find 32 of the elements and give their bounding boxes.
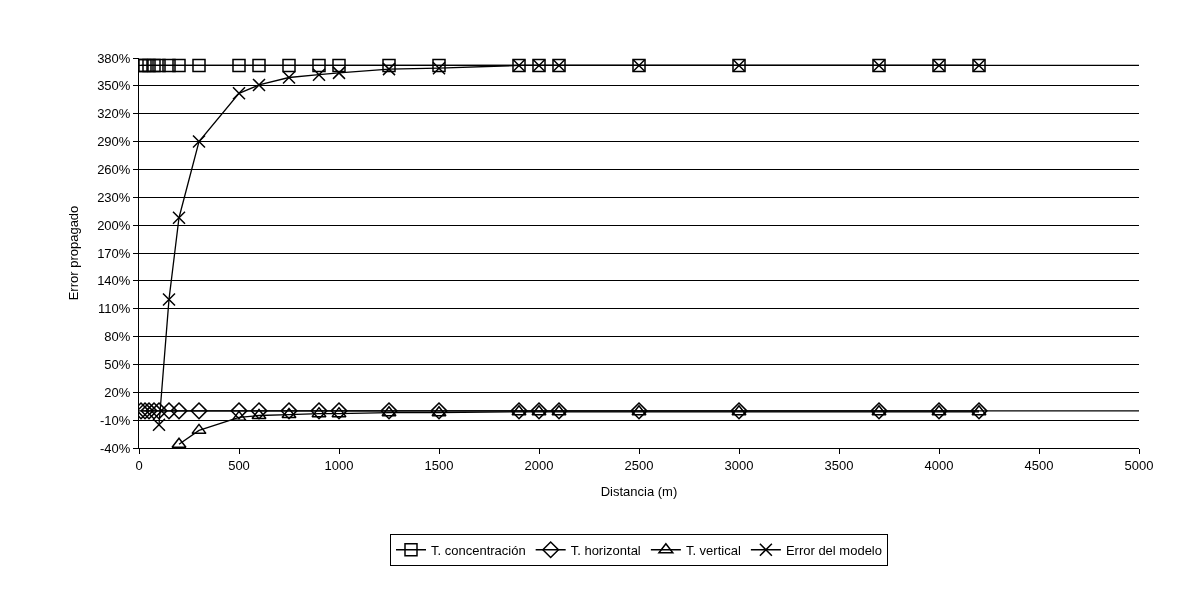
y-tick-label: 380% bbox=[97, 50, 131, 66]
y-tick-label: 290% bbox=[97, 134, 131, 150]
legend-label: T. horizontal bbox=[570, 542, 641, 558]
x-tick-label: 0 bbox=[135, 457, 143, 473]
x-tick-label: 4500 bbox=[1024, 457, 1054, 473]
x-tick-label: 1500 bbox=[424, 457, 454, 473]
y-tick-label: 170% bbox=[97, 245, 131, 261]
y-tick-label: 200% bbox=[97, 217, 131, 233]
y-axis-title: Error propagado bbox=[66, 205, 82, 301]
y-tick-label: 20% bbox=[104, 384, 131, 400]
x-tick-label: 2500 bbox=[624, 457, 654, 473]
x-tick-label: 5000 bbox=[1124, 457, 1154, 473]
y-tick-label: 50% bbox=[104, 356, 131, 372]
x-axis-title: Distancia (m) bbox=[600, 484, 678, 500]
x-tick-label: 3000 bbox=[724, 457, 754, 473]
x-tick-label: 500 bbox=[228, 457, 250, 473]
y-tick-label: 140% bbox=[97, 273, 131, 289]
y-tick-label: -10% bbox=[100, 412, 131, 428]
y-tick-label: 110% bbox=[98, 301, 131, 317]
x-tick-label: 4000 bbox=[924, 457, 954, 473]
legend-label: T. vertical bbox=[685, 542, 741, 558]
y-tick-label: 230% bbox=[97, 189, 131, 205]
y-tick-label: 80% bbox=[104, 329, 131, 345]
legend-label: T. concentración bbox=[431, 542, 526, 558]
y-tick-label: 260% bbox=[97, 161, 131, 177]
x-tick-label: 1000 bbox=[324, 457, 354, 473]
x-tick-label: 2000 bbox=[524, 457, 554, 473]
y-tick-label: 320% bbox=[97, 106, 131, 122]
y-tick-label: 350% bbox=[97, 78, 131, 94]
legend-label: Error del modelo bbox=[785, 542, 882, 558]
y-tick-label: -40% bbox=[100, 440, 131, 456]
x-tick-label: 3500 bbox=[824, 457, 854, 473]
